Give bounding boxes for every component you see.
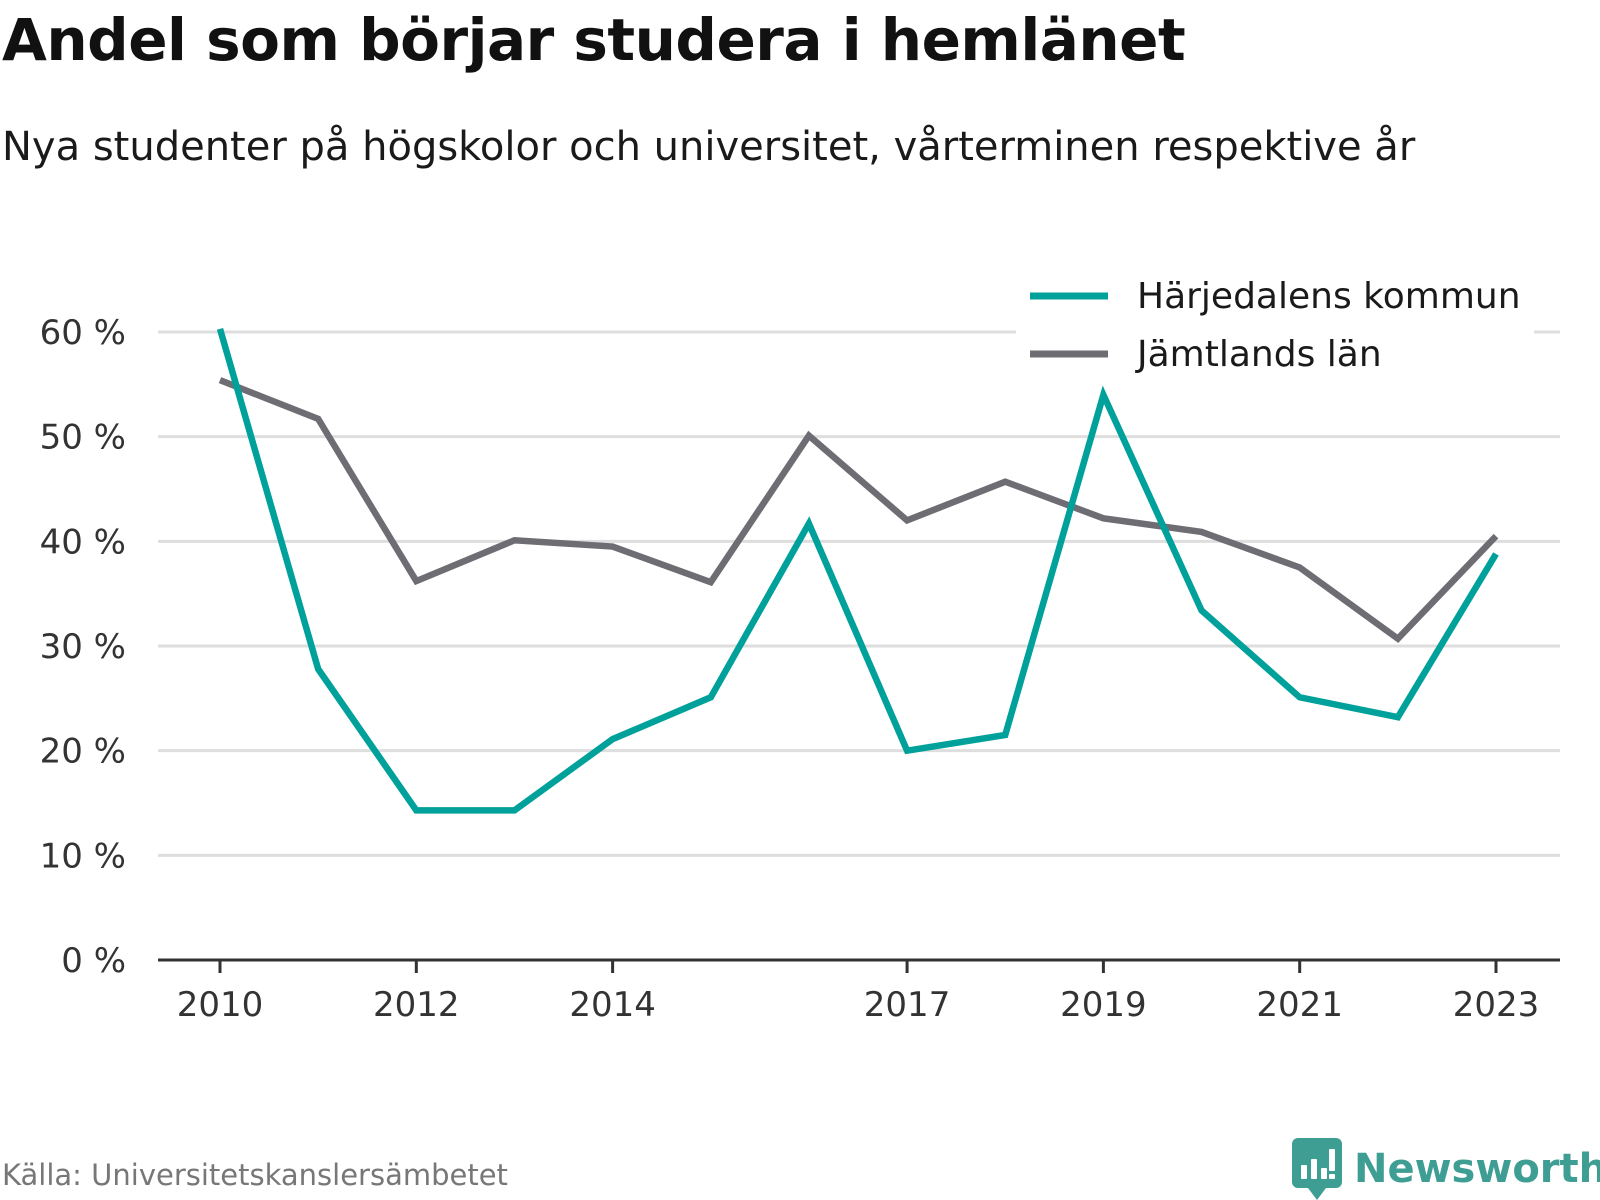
- legend: Härjedalens kommun Jämtlands län: [1016, 266, 1534, 382]
- y-axis-ticks: 0 % 10 % 20 % 30 % 40 % 50 % 60 %: [40, 313, 126, 981]
- y-tick-label: 20 %: [40, 732, 126, 772]
- source-note: Källa: Universitetskanslersämbetet: [2, 1158, 508, 1192]
- y-tick-label: 0 %: [61, 941, 126, 981]
- newsworthy-logo-icon: [1292, 1138, 1342, 1200]
- series-lines: [216, 327, 1499, 814]
- x-tick-label: 2019: [1060, 985, 1147, 1025]
- x-axis: 2010 2012 2014 2017 2019 2021 2023: [158, 958, 1560, 1025]
- series-line: [218, 377, 1499, 643]
- brand-logo[interactable]: Newsworthy: [1292, 1138, 1600, 1200]
- y-tick-label: 40 %: [40, 522, 126, 562]
- x-tick-label: 2021: [1256, 985, 1343, 1025]
- legend-background: [1016, 266, 1534, 382]
- legend-label: Jämtlands län: [1135, 334, 1382, 375]
- line-chart: 0 % 10 % 20 % 30 % 40 % 50 % 60 % 2010 2012 2014…: [39, 266, 1560, 1025]
- x-tick-label: 2012: [373, 985, 460, 1025]
- x-tick-label: 2023: [1453, 985, 1540, 1025]
- y-tick-label: 10 %: [40, 836, 126, 876]
- y-tick-label: 60 %: [40, 313, 126, 353]
- chart-title: Andel som börjar studera i hemlänet: [2, 6, 1186, 74]
- grid-lines: [158, 330, 1560, 857]
- x-tick-label: 2017: [864, 985, 951, 1025]
- x-tick-label: 2010: [177, 985, 264, 1025]
- brand-name: Newsworthy: [1354, 1146, 1600, 1192]
- y-tick-label: 30 %: [40, 627, 126, 667]
- x-tick-label: 2014: [569, 985, 656, 1025]
- series-line: [216, 327, 1499, 814]
- legend-label: Härjedalens kommun: [1137, 276, 1521, 317]
- y-tick-label: 50 %: [40, 418, 126, 458]
- chart-subtitle: Nya studenter på högskolor och universit…: [2, 124, 1416, 170]
